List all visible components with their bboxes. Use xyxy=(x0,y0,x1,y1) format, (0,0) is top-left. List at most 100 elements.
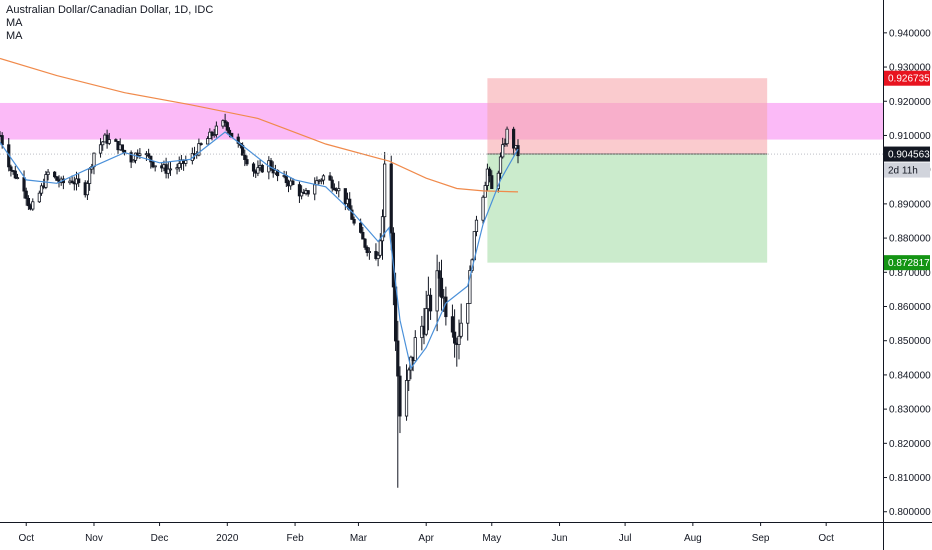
chart-legend: Australian Dollar/Canadian Dollar, 1D, I… xyxy=(6,4,213,43)
candle xyxy=(321,174,326,185)
candle xyxy=(197,138,201,157)
x-tick-label: Dec xyxy=(151,533,169,544)
candle xyxy=(129,150,133,169)
candle xyxy=(319,178,323,185)
candle xyxy=(396,320,400,488)
candle xyxy=(177,156,181,172)
candle xyxy=(380,209,385,260)
candle xyxy=(413,330,417,362)
candle xyxy=(260,163,264,173)
y-tick-label: 0.850000 xyxy=(889,336,931,347)
candle xyxy=(206,136,210,145)
candle xyxy=(474,215,479,237)
svg-text:0.926735: 0.926735 xyxy=(888,74,930,85)
candle xyxy=(428,288,433,320)
y-tick-label: 0.880000 xyxy=(889,234,931,245)
candle xyxy=(485,163,489,191)
candle xyxy=(376,251,380,267)
candle xyxy=(31,198,35,211)
candle xyxy=(503,138,507,147)
x-tick-label: Mar xyxy=(350,533,368,544)
candle xyxy=(457,319,461,360)
candle xyxy=(328,172,332,181)
candle xyxy=(39,183,44,196)
ma-slow-line xyxy=(0,57,519,193)
candle xyxy=(256,160,260,177)
candle xyxy=(98,138,103,158)
x-tick-label: May xyxy=(482,533,501,544)
candle xyxy=(61,175,65,190)
candle xyxy=(175,163,179,175)
x-tick-label: Sep xyxy=(752,533,770,544)
candle xyxy=(149,155,153,169)
candle xyxy=(300,185,304,200)
candle xyxy=(337,181,341,198)
candle xyxy=(101,140,105,151)
candle xyxy=(210,130,214,141)
candle xyxy=(487,166,492,183)
candle xyxy=(225,121,229,135)
ma-indicator-label-2[interactable]: MA xyxy=(6,30,23,42)
chart-title[interactable]: Australian Dollar/Canadian Dollar, 1D, I… xyxy=(6,4,214,16)
candle xyxy=(243,149,247,167)
candle xyxy=(306,190,310,197)
price-badges-layer: 0.926735 0.904563 2d 11h 0.872817 xyxy=(884,70,930,271)
candle xyxy=(352,216,356,226)
candle xyxy=(439,259,444,311)
candle xyxy=(44,170,48,190)
candle xyxy=(269,157,273,171)
candle xyxy=(363,238,367,250)
candle xyxy=(151,161,155,169)
candle xyxy=(297,181,302,203)
stop-zone[interactable] xyxy=(487,154,768,263)
candle xyxy=(120,144,124,153)
x-tick-label: Jul xyxy=(619,533,632,544)
candle xyxy=(26,195,31,210)
candle xyxy=(466,303,470,341)
candle xyxy=(85,180,90,201)
x-tick-label: Apr xyxy=(418,533,434,544)
y-tick-label: 0.810000 xyxy=(889,473,931,484)
target-zone[interactable] xyxy=(487,78,768,155)
candle xyxy=(92,152,96,175)
x-tick-label: Jun xyxy=(551,533,567,544)
candle xyxy=(512,126,516,156)
candle xyxy=(453,309,457,358)
x-tick-label: Oct xyxy=(18,533,34,544)
candle xyxy=(501,137,505,159)
y-tick-label: 0.860000 xyxy=(889,302,931,313)
countdown-badge: 2d 11h xyxy=(884,162,930,178)
candle xyxy=(9,164,13,177)
y-tick-label: 0.800000 xyxy=(889,507,931,518)
current-price-badge: 0.904563 xyxy=(884,146,930,162)
x-tick-label: Oct xyxy=(818,533,834,544)
candle xyxy=(398,366,402,434)
candle xyxy=(53,171,57,179)
candle xyxy=(365,245,369,257)
candle xyxy=(459,303,463,339)
candle xyxy=(212,128,216,138)
candle xyxy=(505,126,509,147)
candle xyxy=(481,195,485,224)
candle xyxy=(251,162,256,177)
position-tool-layer[interactable] xyxy=(487,78,768,263)
candle xyxy=(332,183,337,191)
ma-indicator-label-1[interactable]: MA xyxy=(6,17,23,29)
y-tick-label: 0.910000 xyxy=(889,131,931,142)
candle xyxy=(389,155,393,251)
candle xyxy=(404,364,409,421)
y-tick-label: 0.940000 xyxy=(889,28,931,39)
candle xyxy=(450,304,455,338)
candle xyxy=(383,151,387,238)
y-tick-label: 0.830000 xyxy=(889,405,931,416)
candle xyxy=(330,176,334,192)
candle xyxy=(55,176,59,181)
candle xyxy=(498,152,503,180)
candle xyxy=(184,155,188,167)
x-tick-label: Aug xyxy=(684,533,702,544)
candle xyxy=(199,142,203,146)
candle xyxy=(221,119,225,129)
x-tick-label: Nov xyxy=(85,533,103,544)
